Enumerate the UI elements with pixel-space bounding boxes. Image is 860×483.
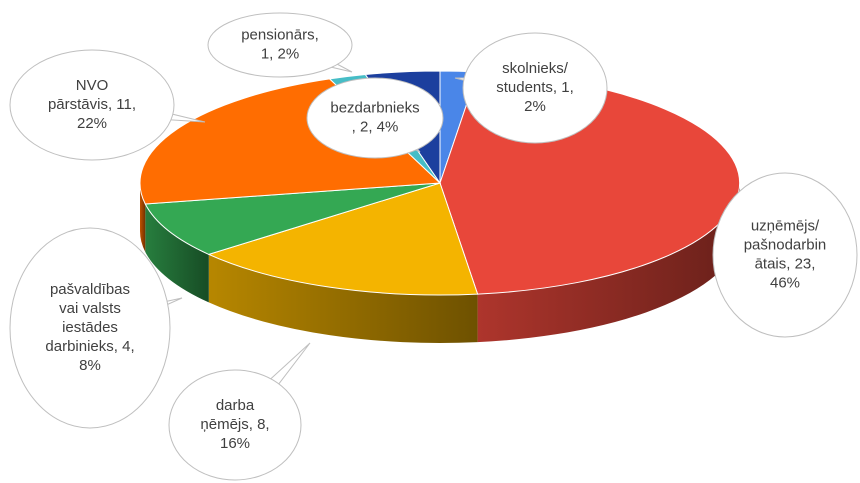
data-label: skolnieks/students, 1, 2% — [496, 60, 574, 115]
label-line: 22% — [77, 115, 107, 132]
label-line: darba — [216, 397, 255, 414]
pie-slice — [207, 182, 479, 296]
label-line: pārstāvis, 11, — [48, 96, 136, 113]
callout-fill — [714, 174, 856, 336]
pie-slice — [144, 182, 441, 255]
data-label: darba ņēmējs, 8, 16% — [200, 397, 269, 452]
label-line: students, 1, — [496, 79, 574, 96]
label-line: pašvaldības — [50, 281, 130, 298]
label-line: 8% — [79, 357, 101, 374]
label-line: bezdarbnieks — [330, 99, 419, 116]
callout-fill — [170, 371, 300, 479]
label-line: 1, 2% — [261, 45, 299, 62]
label-line: skolnieks/ — [502, 60, 569, 77]
label-line: pašnodarbin — [744, 236, 827, 253]
callout-fill — [308, 79, 442, 157]
slice-side — [139, 183, 146, 252]
label-line: vai valsts — [59, 300, 121, 317]
data-label: bezdarbnieks , 2, 4% — [330, 99, 419, 135]
label-line: pensionārs, — [241, 26, 319, 43]
callout-fill — [209, 14, 351, 76]
slice-side — [477, 183, 740, 343]
slice-side — [145, 204, 209, 303]
label-line: darbinieks, 4, — [45, 338, 134, 355]
pie-slice — [139, 78, 442, 205]
callout-fill — [11, 229, 169, 427]
label-line: uzņēmējs/ — [751, 217, 820, 234]
label-line: NVO — [76, 77, 109, 94]
data-label: pašvaldības vai valsts iestādes darbinieks,… — [45, 281, 134, 374]
data-label: pensionārs, 1, 2% — [241, 26, 319, 62]
label-line: ņēmējs, 8, — [200, 416, 269, 433]
label-line: iestādes — [62, 319, 118, 336]
label-line: ātais, 23, — [755, 255, 816, 272]
callout-fill — [464, 34, 606, 142]
label-line: 16% — [220, 435, 250, 452]
data-label: uzņēmējs/pašnodarbin ātais, 23, 46% — [744, 217, 827, 291]
label-line: 2% — [524, 98, 546, 115]
slice-side — [208, 254, 478, 343]
label-line: , 2, 4% — [352, 118, 399, 135]
label-line: 46% — [770, 274, 800, 291]
data-label: NVO pārstāvis, 11, 22% — [48, 77, 136, 132]
callout-fill — [11, 51, 173, 159]
